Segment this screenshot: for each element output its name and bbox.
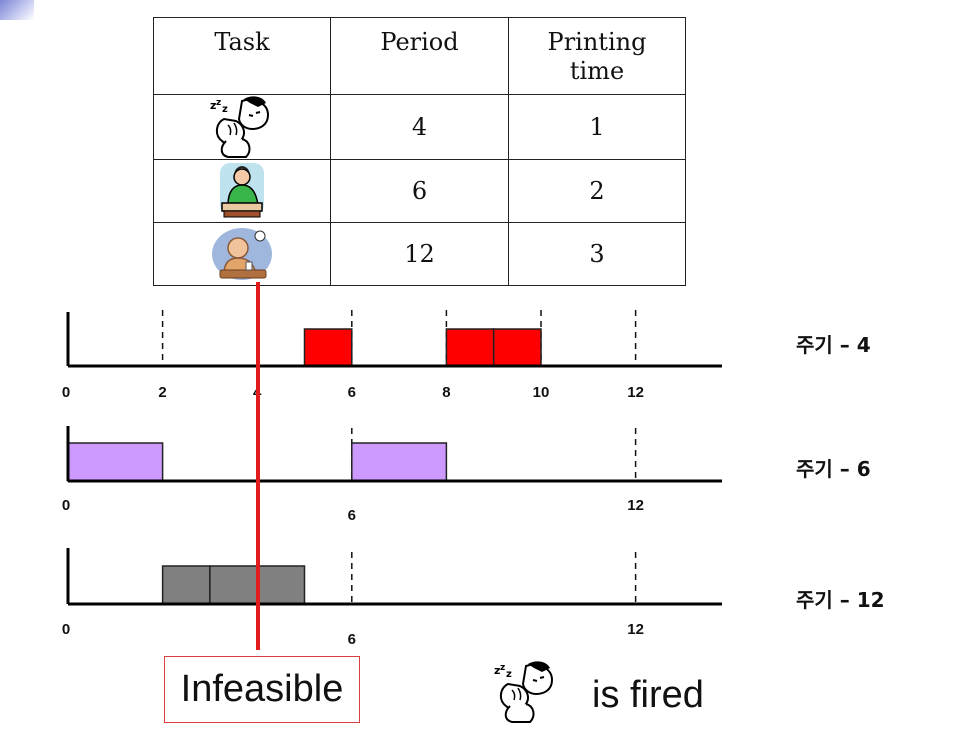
table-row: z z z 4 1 (153, 94, 686, 160)
timeline-tick-label: 0 (62, 621, 70, 638)
task-icon-cell: z z z (153, 94, 331, 160)
table-header-row: Task Period Printing time (153, 17, 686, 95)
task-icon-cell (153, 159, 331, 223)
timeline-tick-label: 12 (627, 497, 644, 514)
svg-text:z: z (222, 104, 228, 115)
man-drinking-icon (212, 228, 272, 280)
timeline-tick-label: 12 (627, 384, 644, 401)
svg-text:z: z (500, 663, 505, 673)
period-label-4: 주기 – 4 (796, 333, 871, 357)
header-printing-time-text: Printing time (547, 28, 647, 85)
svg-text:z: z (494, 664, 500, 677)
timeline-tick-label: 0 (62, 384, 70, 401)
timeline-tick-label: 6 (348, 384, 356, 401)
infeasible-marker-line (256, 282, 260, 650)
printing-time-cell: 3 (508, 222, 686, 286)
timeline-tick-label: 6 (348, 631, 356, 648)
timeline-tick-label: 6 (348, 507, 356, 524)
period-label-6: 주기 – 6 (796, 457, 871, 481)
svg-text:z: z (216, 98, 221, 108)
table-row: 12 3 (153, 222, 686, 286)
timeline-block (492, 328, 542, 367)
timeline-tick-label: 0 (62, 497, 70, 514)
infeasible-text: Infeasible (180, 668, 344, 710)
header-printing-time: Printing time (508, 17, 686, 95)
header-task: Task (153, 17, 331, 95)
table-row: 6 2 (153, 159, 686, 223)
printing-time-cell: 2 (508, 159, 686, 223)
sleeping-man-icon: z z z (494, 661, 554, 723)
timeline-tick-label: 10 (533, 384, 550, 401)
task-icon-cell (153, 222, 331, 286)
period-cell: 6 (330, 159, 509, 223)
man-at-desk-icon (220, 163, 264, 218)
period-cell: 12 (330, 222, 509, 286)
sleeping-man-icon: z z z (210, 96, 270, 158)
infeasible-label: Infeasible (164, 656, 360, 723)
task-table: Task Period Printing time z z z 4 1 (153, 17, 686, 286)
timeline-block (351, 442, 448, 482)
timeline-block (445, 328, 495, 367)
header-period: Period (330, 17, 509, 95)
timeline-block (161, 565, 211, 605)
timeline-block (67, 442, 164, 482)
timeline-tick-label: 12 (627, 621, 644, 638)
svg-text:z: z (210, 99, 216, 112)
period-cell: 4 (330, 94, 509, 160)
fired-text: is fired (592, 674, 704, 716)
period-label-12: 주기 – 12 (796, 588, 885, 612)
timeline-tick-label: 2 (158, 384, 166, 401)
svg-text:z: z (506, 669, 512, 680)
timeline-tick-label: 8 (442, 384, 450, 401)
slide-corner-decoration (0, 0, 34, 20)
timeline-block (303, 328, 353, 367)
